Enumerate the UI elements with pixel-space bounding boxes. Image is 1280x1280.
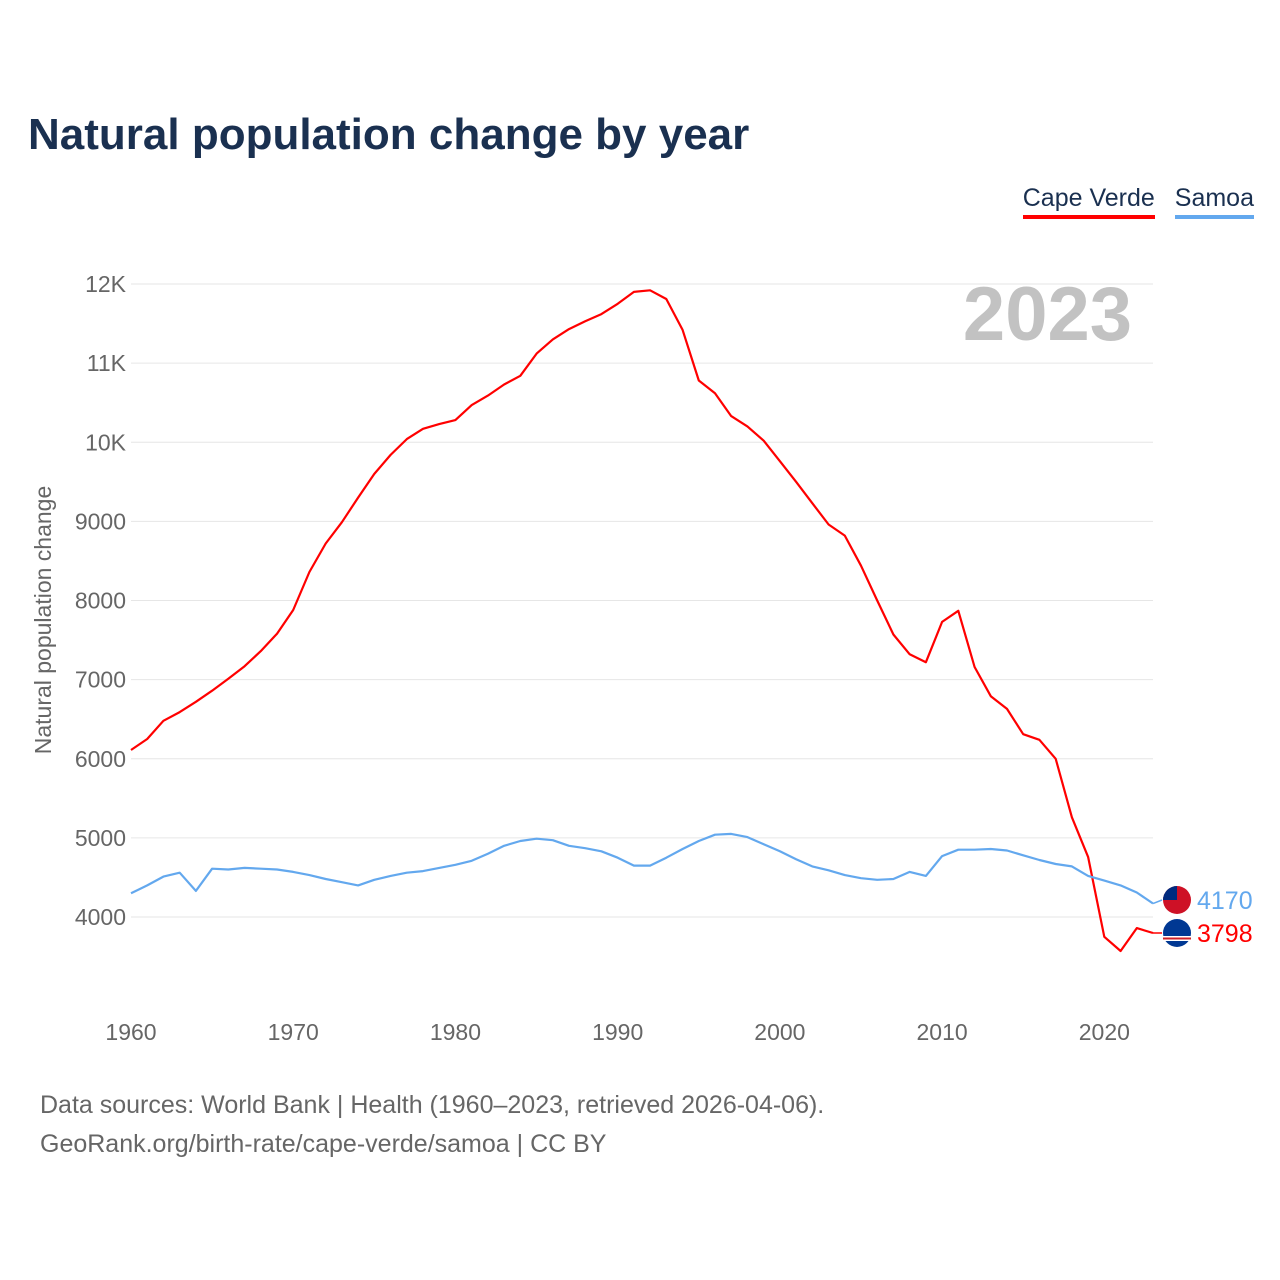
- samoa-flag-canton: [1163, 886, 1177, 900]
- x-tick-label: 1990: [592, 1019, 643, 1045]
- end-connector: [1152, 899, 1163, 905]
- chart-title: Natural population change by year: [28, 110, 750, 159]
- x-tick-label: 1960: [105, 1019, 156, 1045]
- legend-item-samoa[interactable]: Samoa: [1174, 184, 1254, 219]
- x-tick-label: 1980: [430, 1019, 481, 1045]
- y-axis-label: Natural population change: [30, 486, 56, 755]
- y-tick-label: 5000: [75, 825, 126, 851]
- cape-verde-flag-icon: [1163, 919, 1191, 947]
- y-tick-label: 10K: [85, 429, 127, 455]
- x-tick-label: 2000: [754, 1019, 805, 1045]
- end-value-label: 3798: [1197, 920, 1253, 948]
- attribution-text: GeoRank.org/birth-rate/cape-verde/samoa …: [40, 1130, 607, 1158]
- y-tick-label: 11K: [87, 350, 127, 376]
- end-value-label: 4170: [1197, 887, 1253, 915]
- y-tick-label: 12K: [85, 271, 127, 297]
- y-tick-label: 4000: [75, 904, 126, 930]
- y-tick-label: 7000: [75, 667, 126, 693]
- y-tick-label: 6000: [75, 746, 126, 772]
- data-source-text: Data sources: World Bank | Health (1960–…: [40, 1091, 825, 1119]
- cape-verde-flag-red-stripe: [1163, 937, 1191, 940]
- x-tick-label: 1970: [268, 1019, 319, 1045]
- x-tick-label: 2020: [1079, 1019, 1130, 1045]
- legend: Cape Verde Samoa: [1022, 184, 1254, 219]
- y-tick-label: 9000: [75, 508, 126, 534]
- legend-item-cape-verde[interactable]: Cape Verde: [1022, 184, 1155, 219]
- series-line-cape-verde: [130, 289, 1154, 953]
- y-tick-label: 8000: [75, 588, 126, 614]
- year-watermark: 2023: [963, 272, 1132, 357]
- x-tick-label: 2010: [917, 1019, 968, 1045]
- footer: Data sources: World Bank | Health (1960–…: [40, 1086, 824, 1164]
- series-line-samoa: [130, 832, 1154, 905]
